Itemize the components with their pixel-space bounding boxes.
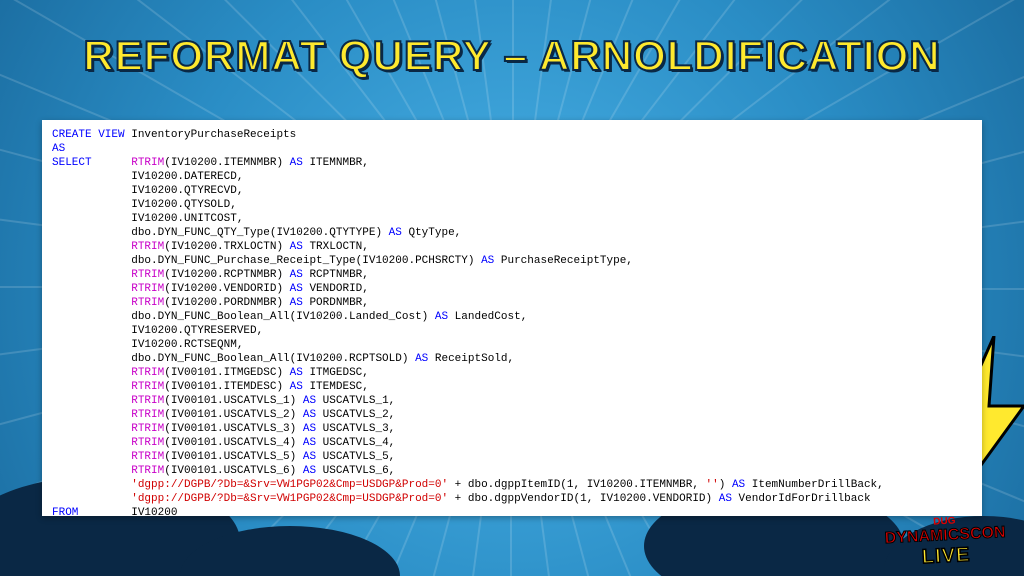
fn-rtrim: RTRIM (131, 157, 164, 169)
kw-as: AS (303, 465, 316, 477)
code-text: PORDNMBR, (303, 297, 369, 309)
kw-from: FROM (52, 507, 78, 516)
code-text: ItemNumberDrillBack, (745, 479, 884, 491)
code-text: IV10200.QTYSOLD, (131, 199, 237, 211)
code-text: (IV00101.ITEMDESC) (164, 381, 289, 393)
fn-rtrim: RTRIM (131, 451, 164, 463)
code-text: IV10200.QTYRESERVED, (131, 325, 263, 337)
fn-rtrim: RTRIM (131, 465, 164, 477)
fn-rtrim: RTRIM (131, 297, 164, 309)
code-text: InventoryPurchaseReceipts (125, 129, 297, 141)
event-logo: DUG DYNAMICSCON LIVE (884, 513, 1007, 571)
kw-as: AS (303, 395, 316, 407)
kw-as: AS (719, 493, 732, 505)
code-text: RCPTNMBR, (303, 269, 369, 281)
code-text: ITMGEDSC, (303, 367, 369, 379)
fn-rtrim: RTRIM (131, 409, 164, 421)
code-text: USCATVLS_6, (316, 465, 395, 477)
kw-as: AS (481, 255, 494, 267)
code-text: USCATVLS_3, (316, 423, 395, 435)
kw-as: AS (52, 143, 65, 155)
fn-rtrim: RTRIM (131, 283, 164, 295)
kw-as: AS (290, 381, 303, 393)
code-text: (IV10200.ITEMNMBR) (164, 157, 289, 169)
code-text: + dbo.dgppVendorID(1, IV10200.VENDORID) (448, 493, 719, 505)
kw-as: AS (290, 241, 303, 253)
code-text: + dbo.dgppItemID(1, IV10200.ITEMNMBR, (448, 479, 705, 491)
code-text: ReceiptSold, (428, 353, 514, 365)
fn-rtrim: RTRIM (131, 423, 164, 435)
code-text: (IV00101.ITMGEDSC) (164, 367, 289, 379)
kw-as: AS (303, 409, 316, 421)
sql-code-block: CREATE VIEW InventoryPurchaseReceipts AS… (42, 120, 982, 516)
code-text: (IV10200.VENDORID) (164, 283, 289, 295)
kw-as: AS (290, 297, 303, 309)
code-text: IV10200.UNITCOST, (131, 213, 243, 225)
code-text: dbo.DYN_FUNC_QTY_Type(IV10200.QTYTYPE) (131, 227, 388, 239)
slide: REFORMAT QUERY – ARNOLDIFICATION CREATE … (0, 0, 1024, 576)
code-text: USCATVLS_5, (316, 451, 395, 463)
code-text: dbo.DYN_FUNC_Purchase_Receipt_Type(IV102… (131, 255, 481, 267)
code-text: (IV10200.PORDNMBR) (164, 297, 289, 309)
slide-title: REFORMAT QUERY – ARNOLDIFICATION (0, 32, 1024, 80)
fn-rtrim: RTRIM (131, 381, 164, 393)
code-text: (IV00101.USCATVLS_3) (164, 423, 303, 435)
fn-rtrim: RTRIM (131, 241, 164, 253)
kw-as: AS (732, 479, 745, 491)
kw-as: AS (303, 451, 316, 463)
kw-as: AS (389, 227, 402, 239)
code-text: (IV00101.USCATVLS_4) (164, 437, 303, 449)
code-text: ) (719, 479, 732, 491)
kw-as: AS (290, 367, 303, 379)
kw-as: AS (303, 437, 316, 449)
code-text: TRXLOCTN, (303, 241, 369, 253)
code-text: VendorIdForDrillback (732, 493, 871, 505)
fn-rtrim: RTRIM (131, 367, 164, 379)
code-text: IV10200.QTYRECVD, (131, 185, 243, 197)
kw-as: AS (303, 423, 316, 435)
code-text: (IV00101.USCATVLS_1) (164, 395, 303, 407)
code-text: dbo.DYN_FUNC_Boolean_All(IV10200.Landed_… (131, 311, 435, 323)
code-string: '' (706, 479, 719, 491)
code-text: ITEMDESC, (303, 381, 369, 393)
fn-rtrim: RTRIM (131, 437, 164, 449)
code-text: USCATVLS_2, (316, 409, 395, 421)
kw-as: AS (290, 283, 303, 295)
code-text: USCATVLS_1, (316, 395, 395, 407)
code-text: LandedCost, (448, 311, 527, 323)
fn-rtrim: RTRIM (131, 395, 164, 407)
code-text: IV10200 (131, 507, 177, 516)
kw-select: SELECT (52, 157, 92, 169)
code-text: (IV10200.TRXLOCTN) (164, 241, 289, 253)
code-text: (IV10200.RCPTNMBR) (164, 269, 289, 281)
code-text: (IV00101.USCATVLS_6) (164, 465, 303, 477)
code-text: (IV00101.USCATVLS_5) (164, 451, 303, 463)
kw-as: AS (290, 269, 303, 281)
code-string: 'dgpp://DGPB/?Db=&Srv=VW1PGP02&Cmp=USDGP… (131, 479, 448, 491)
kw-create: CREATE VIEW (52, 129, 125, 141)
code-text: QtyType, (402, 227, 461, 239)
kw-as: AS (415, 353, 428, 365)
code-text: VENDORID, (303, 283, 369, 295)
code-text: ITEMNMBR, (303, 157, 369, 169)
code-text: USCATVLS_4, (316, 437, 395, 449)
code-text: dbo.DYN_FUNC_Boolean_All(IV10200.RCPTSOL… (131, 353, 415, 365)
fn-rtrim: RTRIM (131, 269, 164, 281)
code-text: IV10200.RCTSEQNM, (131, 339, 243, 351)
code-text: PurchaseReceiptType, (494, 255, 633, 267)
code-text: (IV00101.USCATVLS_2) (164, 409, 303, 421)
code-string: 'dgpp://DGPB/?Db=&Srv=VW1PGP02&Cmp=USDGP… (131, 493, 448, 505)
kw-as: AS (435, 311, 448, 323)
code-text: IV10200.DATERECD, (131, 171, 243, 183)
kw-as: AS (290, 157, 303, 169)
